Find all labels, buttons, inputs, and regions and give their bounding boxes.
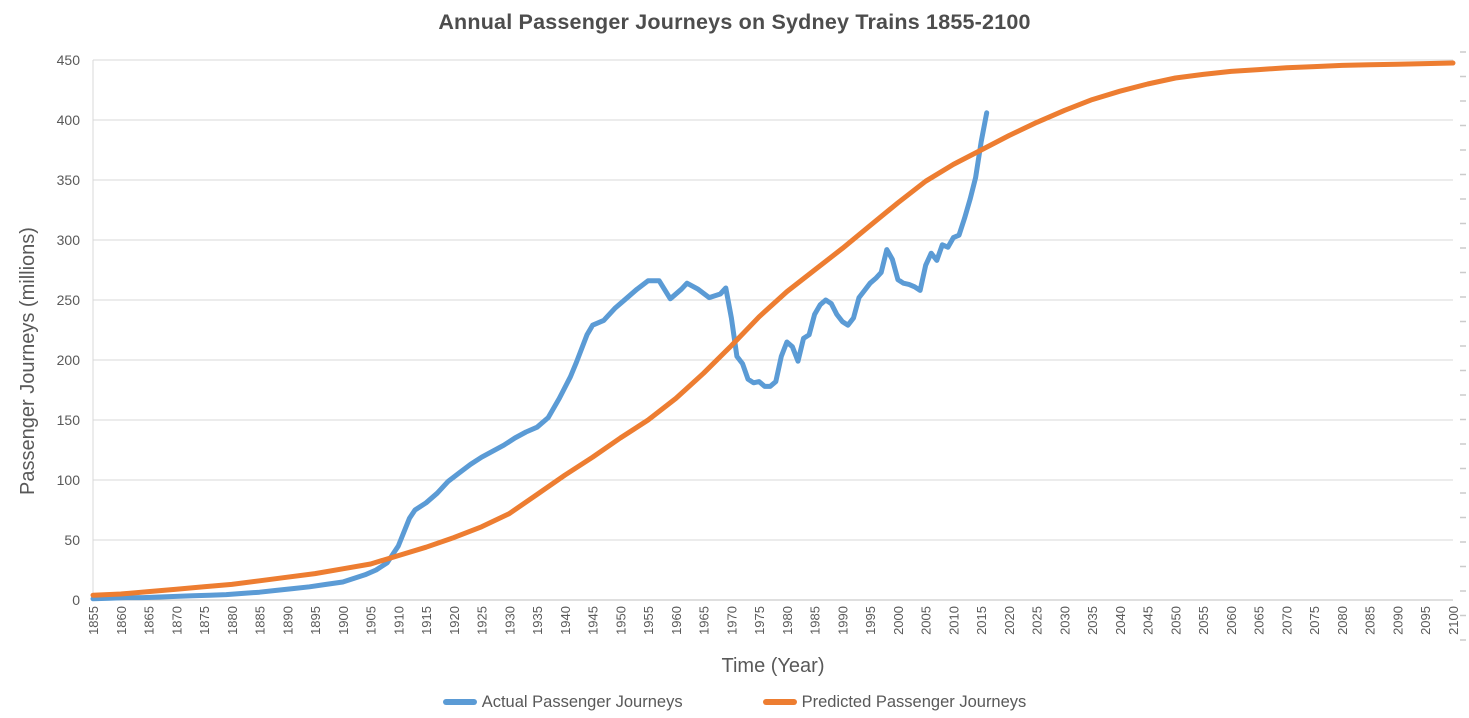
- x-tick-label: 1930: [502, 606, 517, 635]
- x-tick-label: 1940: [558, 606, 573, 635]
- x-tick-label: 1890: [280, 606, 295, 635]
- x-tick-label: 2015: [974, 606, 989, 635]
- x-tick-label: 1985: [808, 606, 823, 635]
- x-tick-label: 1945: [586, 606, 601, 635]
- x-tick-label: 1965: [697, 606, 712, 635]
- y-tick-label: 50: [64, 532, 80, 548]
- y-tick-label: 100: [57, 472, 81, 488]
- x-tick-label: 1960: [669, 606, 684, 635]
- x-tick-label: 2090: [1390, 606, 1405, 635]
- y-tick-label: 200: [57, 352, 81, 368]
- x-tick-label: 2070: [1279, 606, 1294, 635]
- x-tick-label: 1860: [114, 606, 129, 635]
- x-tick-label: 1920: [447, 606, 462, 635]
- y-tick-label: 150: [57, 412, 81, 428]
- x-tick-label: 1950: [613, 606, 628, 635]
- x-tick-label: 1980: [780, 606, 795, 635]
- x-tick-label: 2075: [1307, 606, 1322, 635]
- actual-series-marker: [442, 699, 477, 705]
- legend-item-actual: Actual Passenger Journeys: [442, 692, 683, 712]
- x-tick-label: 1875: [197, 606, 212, 635]
- x-tick-label: 2000: [891, 606, 906, 635]
- x-tick-label: 1905: [364, 606, 379, 635]
- x-tick-label: 2060: [1224, 606, 1239, 635]
- x-tick-label: 1970: [724, 606, 739, 635]
- x-tick-label: 1935: [530, 606, 545, 635]
- x-tick-label: 1855: [86, 606, 101, 635]
- x-tick-label: 1925: [475, 606, 490, 635]
- y-tick-label: 0: [72, 592, 80, 608]
- x-tick-label: 2085: [1363, 606, 1378, 635]
- x-tick-label: 1975: [752, 606, 767, 635]
- x-tick-label: 1880: [225, 606, 240, 635]
- x-tick-label: 1955: [641, 606, 656, 635]
- x-tick-label: 1885: [253, 606, 268, 635]
- x-tick-label: 1870: [169, 606, 184, 635]
- x-tick-label: 1900: [336, 606, 351, 635]
- chart-title: Annual Passenger Journeys on Sydney Trai…: [438, 10, 1031, 34]
- x-tick-label: 1995: [863, 606, 878, 635]
- y-tick-label: 450: [57, 52, 81, 68]
- x-tick-label: 2065: [1252, 606, 1267, 635]
- x-tick-label: 2005: [919, 606, 934, 635]
- y-tick-label: 400: [57, 112, 81, 128]
- x-tick-label: 2045: [1141, 606, 1156, 635]
- legend: Actual Passenger Journeys Predicted Pass…: [0, 690, 1469, 714]
- legend-label-predicted: Predicted Passenger Journeys: [801, 692, 1027, 711]
- x-tick-label: 2010: [946, 606, 961, 635]
- x-tick-label: 1910: [391, 606, 406, 635]
- y-tick-label: 350: [57, 172, 81, 188]
- x-tick-label: 1895: [308, 606, 323, 635]
- x-tick-label: 2040: [1113, 606, 1128, 635]
- x-tick-label: 2035: [1085, 606, 1100, 635]
- x-tick-label: 2050: [1168, 606, 1183, 635]
- x-tick-label: 2080: [1335, 606, 1350, 635]
- x-tick-label: 1865: [142, 606, 157, 635]
- x-tick-label: 1915: [419, 606, 434, 635]
- x-axis-title: Time (Year): [721, 655, 825, 677]
- y-axis-title: Passenger Journeys (millions): [17, 227, 39, 495]
- x-tick-label: 2095: [1418, 606, 1433, 635]
- legend-item-predicted: Predicted Passenger Journeys: [762, 692, 1027, 712]
- predicted-series-marker: [762, 699, 797, 705]
- y-tick-label: 300: [57, 232, 81, 248]
- x-tick-label: 2055: [1196, 606, 1211, 635]
- x-tick-label: 2030: [1057, 606, 1072, 635]
- x-tick-label: 2100: [1446, 606, 1461, 635]
- x-tick-label: 2025: [1030, 606, 1045, 635]
- actual-series-line: [90, 110, 990, 602]
- y-tick-label: 250: [57, 292, 81, 308]
- legend-label-actual: Actual Passenger Journeys: [481, 692, 683, 711]
- predicted-series-line: [90, 60, 1456, 598]
- x-tick-label: 2020: [1002, 606, 1017, 635]
- plot-area: 0 50 100 150 200 250 300 350 400 450 1855 1860 1865 1…: [57, 51, 1466, 641]
- x-tick-label: 1990: [835, 606, 850, 635]
